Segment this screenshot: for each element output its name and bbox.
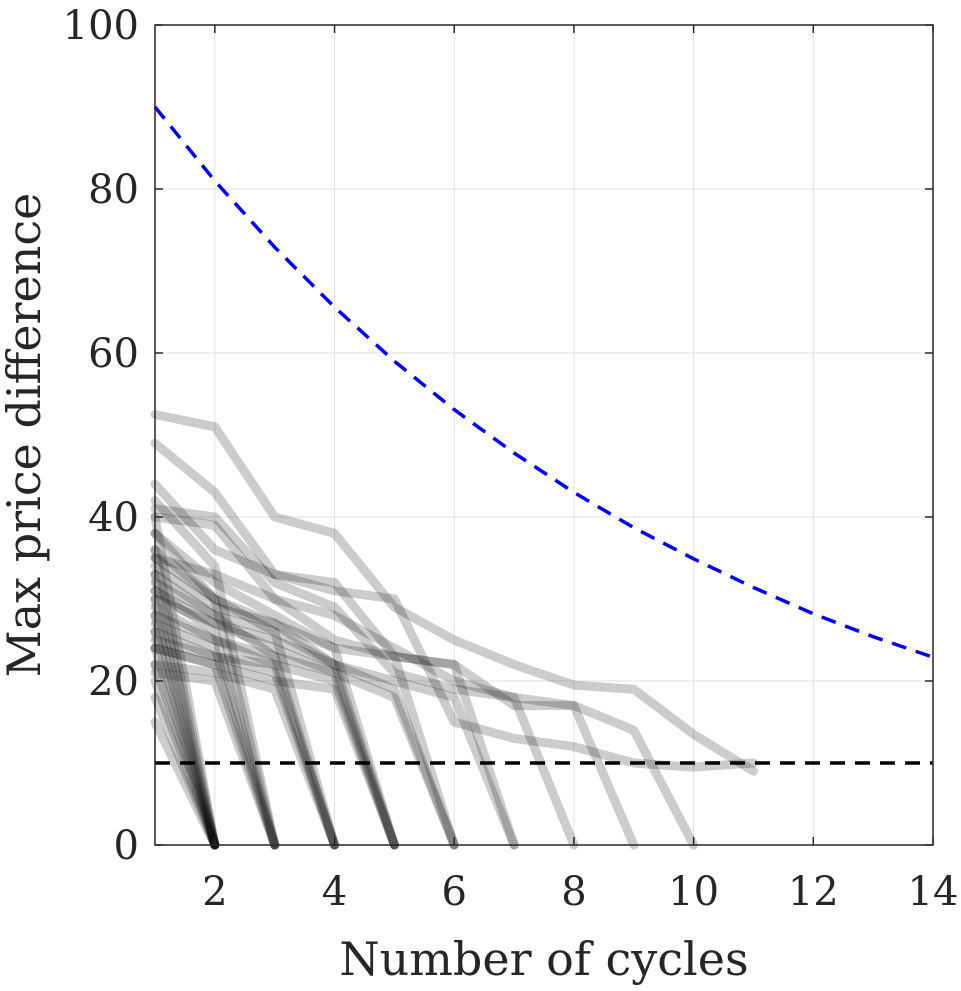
trajectory-25: [150, 643, 280, 850]
trajectory-11: [150, 561, 399, 850]
trajectory-13: [150, 610, 399, 850]
x-tick-label-12: 12: [788, 869, 839, 915]
trajectory-23: [150, 586, 280, 850]
trajectory-4: [150, 504, 639, 850]
trajectory-18: [150, 602, 339, 850]
trajectory-8: [150, 553, 459, 850]
trajectory-26: [150, 668, 280, 850]
reference-lines: [153, 105, 934, 765]
tick-labels: 2 4 6 8 10 12 14 0 20 40 60 80 100: [63, 3, 959, 915]
y-tick-label-60: 60: [88, 331, 139, 377]
x-axis-label: Number of cycles: [339, 932, 748, 986]
bound-curve: [153, 105, 934, 659]
trajectory-2: [150, 438, 699, 850]
trajectory-12: [150, 586, 399, 850]
trajectory-21: [150, 496, 280, 850]
x-tick-label-14: 14: [908, 869, 959, 915]
y-tick-label-100: 100: [63, 3, 139, 49]
trajectory-34: [150, 660, 220, 850]
trajectory-22: [150, 553, 280, 850]
y-tick-label-20: 20: [88, 659, 139, 705]
x-tick-label-6: 6: [442, 869, 467, 915]
trajectory-37: [150, 717, 220, 850]
y-tick-label-0: 0: [114, 823, 139, 869]
trajectories: [150, 410, 758, 850]
trajectory-10: [150, 594, 459, 850]
trajectory-9: [150, 569, 459, 850]
x-tick-label-10: 10: [668, 869, 719, 915]
plot-area: [155, 25, 933, 845]
trajectory-27: [150, 512, 220, 850]
x-tick-label-2: 2: [202, 869, 227, 915]
trajectory-1: [150, 410, 758, 776]
trajectory-28: [150, 545, 220, 850]
trajectory-14: [150, 627, 399, 850]
trajectory-7: [150, 545, 519, 850]
trajectory-36: [150, 692, 220, 850]
trajectory-30: [150, 594, 220, 850]
trajectory-32: [150, 627, 220, 850]
trajectory-16: [150, 528, 339, 850]
trajectory-15: [150, 643, 399, 850]
y-tick-label-80: 80: [88, 167, 139, 213]
trajectory-3: [150, 479, 758, 772]
trajectory-33: [150, 643, 220, 850]
trajectory-24: [150, 619, 280, 850]
trajectory-5: [150, 512, 579, 850]
trajectory-19: [150, 635, 339, 850]
trajectory-6: [150, 528, 519, 850]
y-axis-label: Max price difference: [0, 193, 51, 678]
x-tick-label-8: 8: [561, 869, 586, 915]
plot-frame: [154, 24, 934, 846]
x-tick-label-4: 4: [322, 869, 347, 915]
trajectory-20: [150, 660, 339, 850]
trajectory-17: [150, 578, 339, 850]
trajectory-29: [150, 569, 220, 850]
trajectory-31: [150, 610, 220, 850]
axis-ticks: [155, 24, 934, 846]
y-tick-label-40: 40: [88, 495, 139, 541]
